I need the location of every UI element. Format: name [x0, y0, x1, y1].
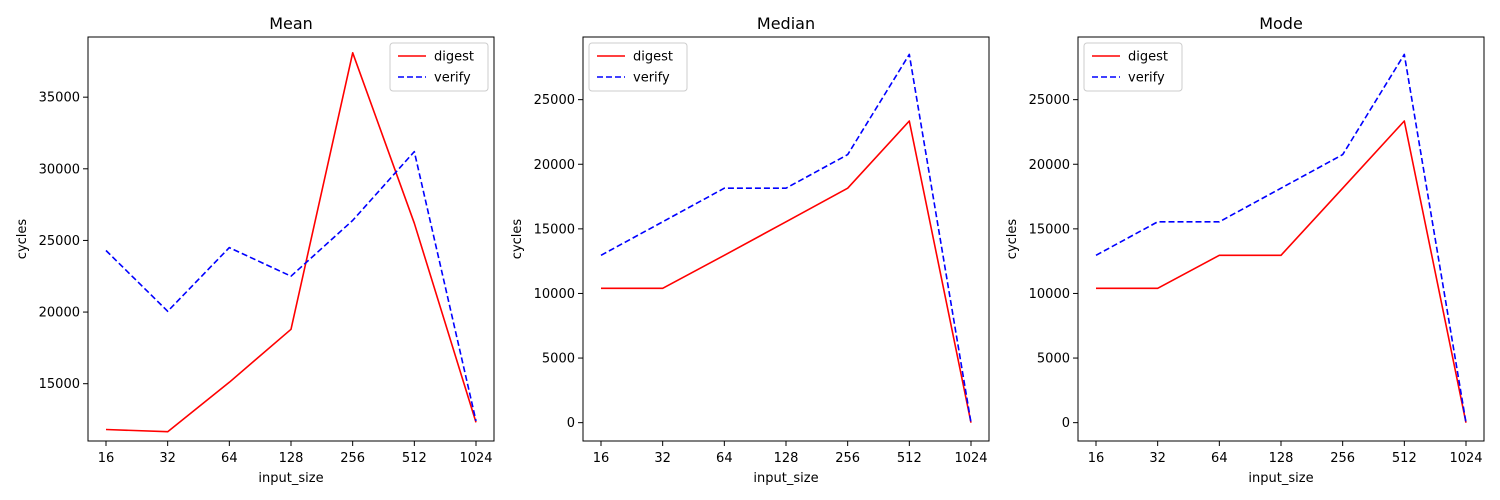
x-tick-label: 16 [98, 451, 115, 466]
legend: digest verify [588, 42, 688, 92]
series-line-digest [601, 120, 972, 423]
legend-label-digest: digest [1128, 50, 1168, 65]
series-line-verify [105, 150, 477, 422]
legend-box [1083, 42, 1183, 92]
x-tick-label: 64 [1211, 451, 1228, 466]
x-tick-label: 32 [159, 451, 176, 466]
x-tick-label: 128 [1269, 451, 1294, 466]
series-line-digest [105, 51, 477, 433]
y-tick-label: 25000 [1029, 93, 1070, 108]
y-tick-label: 10000 [1029, 287, 1070, 302]
y-tick-label: 25000 [534, 93, 575, 108]
y-axis-label: cycles [510, 219, 525, 260]
y-tick-label: 20000 [39, 306, 80, 321]
x-tick-label: 256 [835, 451, 860, 466]
x-tick-label: 512 [402, 451, 427, 466]
plot-frame [87, 36, 495, 442]
plot-frame [1077, 36, 1485, 442]
x-tick-label: 1024 [459, 451, 492, 466]
y-tick-label: 5000 [1037, 352, 1070, 367]
y-tick-label: 30000 [39, 162, 80, 177]
y-tick-label: 15000 [39, 377, 80, 392]
y-tick-label: 35000 [39, 91, 80, 106]
y-axis-label: cycles [1005, 219, 1020, 260]
legend-label-verify: verify [434, 71, 471, 86]
y-tick-label: 25000 [39, 234, 80, 249]
plot-frame [582, 36, 990, 442]
y-tick-label: 5000 [542, 352, 575, 367]
y-tick-label: 0 [1062, 416, 1070, 431]
x-tick-label: 16 [593, 451, 610, 466]
x-tick-label: 64 [716, 451, 733, 466]
y-tick-label: 15000 [534, 222, 575, 237]
legend-label-digest: digest [633, 50, 673, 65]
series-line-verify [1095, 53, 1467, 423]
subplot-median: Median 16 32 64 128 256 512 1024 0 5000 10000 15000… [510, 14, 990, 486]
x-tick-label: 1024 [954, 451, 987, 466]
legend-box [389, 42, 489, 92]
x-tick-label: 32 [654, 451, 671, 466]
x-tick-label: 256 [340, 451, 365, 466]
chart-title: Mean [269, 14, 313, 33]
y-tick-label: 20000 [534, 158, 575, 173]
x-axis-label: input_size [753, 471, 818, 486]
x-tick-label: 512 [1392, 451, 1417, 466]
x-tick-label: 512 [897, 451, 922, 466]
y-tick-label: 20000 [1029, 158, 1070, 173]
legend: digest verify [389, 42, 489, 92]
legend-label-verify: verify [633, 71, 670, 86]
x-tick-label: 128 [279, 451, 304, 466]
subplot-mean: Mean 16 32 64 128 256 512 1024 15000 20000 25000 30… [15, 14, 495, 486]
y-tick-label: 15000 [1029, 222, 1070, 237]
chart-title: Median [757, 14, 815, 33]
legend-label-verify: verify [1128, 71, 1165, 86]
y-axis-label: cycles [15, 219, 30, 260]
legend: digest verify [1083, 42, 1183, 92]
x-tick-label: 16 [1088, 451, 1105, 466]
x-tick-label: 64 [221, 451, 238, 466]
subplot-mode: Mode 16 32 64 128 256 512 1024 0 5000 10000 15000 20… [1005, 14, 1485, 486]
x-tick-label: 256 [1330, 451, 1355, 466]
x-tick-label: 1024 [1449, 451, 1482, 466]
x-axis-label: input_size [1248, 471, 1313, 486]
chart-title: Mode [1259, 14, 1303, 33]
legend-box [588, 42, 688, 92]
y-tick-label: 10000 [534, 287, 575, 302]
series-line-verify [600, 53, 972, 423]
y-tick-label: 0 [567, 416, 575, 431]
legend-label-digest: digest [434, 50, 474, 65]
x-axis-label: input_size [258, 471, 323, 486]
series-line-digest [1096, 120, 1467, 423]
x-tick-label: 128 [774, 451, 799, 466]
x-tick-label: 32 [1149, 451, 1166, 466]
